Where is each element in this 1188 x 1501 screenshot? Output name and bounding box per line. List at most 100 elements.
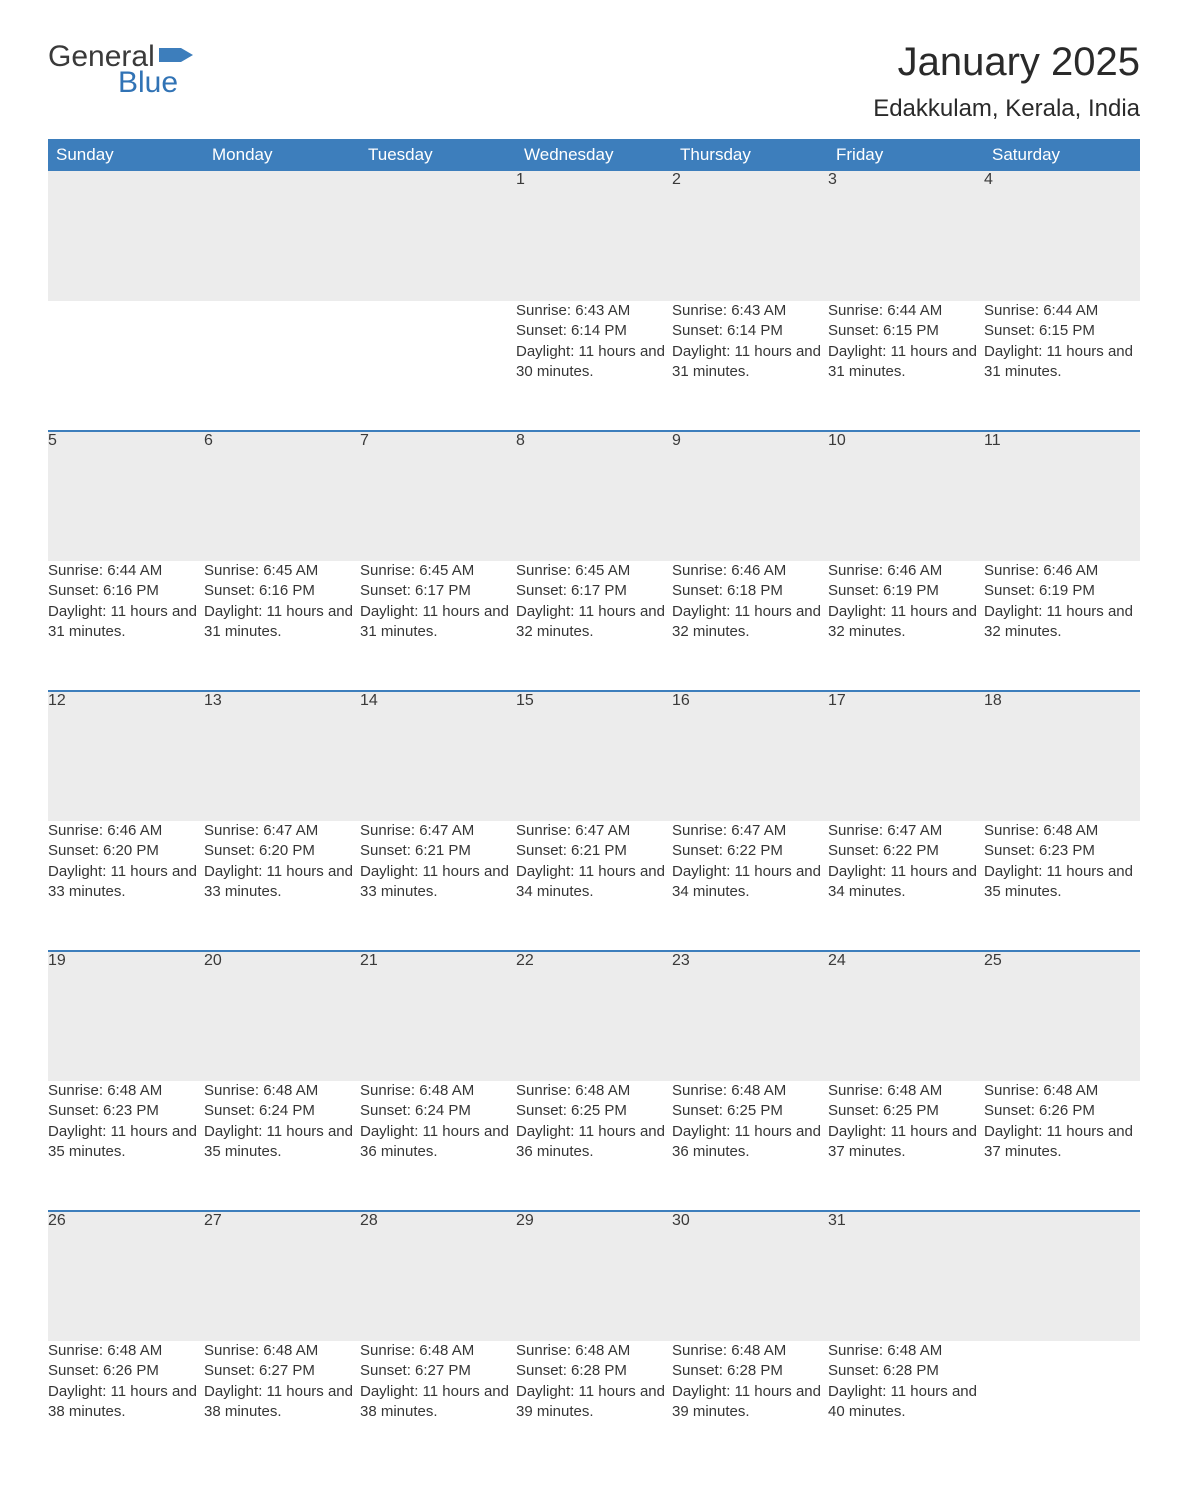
day-cell: Sunrise: 6:47 AMSunset: 6:22 PMDaylight:…: [672, 821, 828, 951]
daylight-line: Daylight: 11 hours and 38 minutes.: [204, 1382, 360, 1423]
sunrise-line: Sunrise: 6:46 AM: [48, 821, 204, 841]
empty-cell: [984, 1341, 1140, 1471]
day-number: 19: [48, 951, 204, 1081]
day-cell: Sunrise: 6:46 AMSunset: 6:19 PMDaylight:…: [828, 561, 984, 691]
sunset-line: Sunset: 6:28 PM: [672, 1361, 828, 1381]
day-cell: Sunrise: 6:47 AMSunset: 6:21 PMDaylight:…: [360, 821, 516, 951]
day-number: 28: [360, 1211, 516, 1341]
day-number: 17: [828, 691, 984, 821]
daylight-line: Daylight: 11 hours and 35 minutes.: [204, 1122, 360, 1163]
weekday-header-row: SundayMondayTuesdayWednesdayThursdayFrid…: [48, 139, 1140, 171]
sunrise-line: Sunrise: 6:48 AM: [204, 1081, 360, 1101]
sunrise-line: Sunrise: 6:47 AM: [516, 821, 672, 841]
day-cell: Sunrise: 6:48 AMSunset: 6:27 PMDaylight:…: [360, 1341, 516, 1471]
day-number: 20: [204, 951, 360, 1081]
day-cell: Sunrise: 6:44 AMSunset: 6:15 PMDaylight:…: [828, 301, 984, 431]
daylight-line: Daylight: 11 hours and 31 minutes.: [984, 342, 1140, 383]
day-number: 31: [828, 1211, 984, 1341]
empty-cell: [48, 301, 204, 431]
day-cell: Sunrise: 6:48 AMSunset: 6:23 PMDaylight:…: [984, 821, 1140, 951]
day-cell: Sunrise: 6:46 AMSunset: 6:19 PMDaylight:…: [984, 561, 1140, 691]
day-cell: Sunrise: 6:43 AMSunset: 6:14 PMDaylight:…: [672, 301, 828, 431]
sunrise-line: Sunrise: 6:48 AM: [672, 1341, 828, 1361]
sunrise-line: Sunrise: 6:44 AM: [984, 301, 1140, 321]
sunset-line: Sunset: 6:19 PM: [828, 581, 984, 601]
sunset-line: Sunset: 6:20 PM: [204, 841, 360, 861]
sunset-line: Sunset: 6:14 PM: [516, 321, 672, 341]
sunrise-line: Sunrise: 6:46 AM: [984, 561, 1140, 581]
daylight-line: Daylight: 11 hours and 32 minutes.: [984, 602, 1140, 643]
sunrise-line: Sunrise: 6:47 AM: [828, 821, 984, 841]
daylight-line: Daylight: 11 hours and 32 minutes.: [672, 602, 828, 643]
sunrise-line: Sunrise: 6:43 AM: [516, 301, 672, 321]
day-number: 12: [48, 691, 204, 821]
daylight-line: Daylight: 11 hours and 37 minutes.: [984, 1122, 1140, 1163]
day-number: 25: [984, 951, 1140, 1081]
day-cell: Sunrise: 6:47 AMSunset: 6:20 PMDaylight:…: [204, 821, 360, 951]
sunset-line: Sunset: 6:24 PM: [360, 1101, 516, 1121]
sunset-line: Sunset: 6:20 PM: [48, 841, 204, 861]
day-number: 7: [360, 431, 516, 561]
sunrise-line: Sunrise: 6:46 AM: [672, 561, 828, 581]
empty-cell: [984, 1211, 1140, 1341]
day-number: 3: [828, 171, 984, 301]
daylight-line: Daylight: 11 hours and 33 minutes.: [48, 862, 204, 903]
day-cell: Sunrise: 6:44 AMSunset: 6:15 PMDaylight:…: [984, 301, 1140, 431]
sunset-line: Sunset: 6:24 PM: [204, 1101, 360, 1121]
day-cell: Sunrise: 6:45 AMSunset: 6:17 PMDaylight:…: [360, 561, 516, 691]
daylight-line: Daylight: 11 hours and 31 minutes.: [828, 342, 984, 383]
day-number: 16: [672, 691, 828, 821]
daylight-line: Daylight: 11 hours and 35 minutes.: [48, 1122, 204, 1163]
sunrise-line: Sunrise: 6:48 AM: [984, 821, 1140, 841]
day-cell: Sunrise: 6:48 AMSunset: 6:28 PMDaylight:…: [672, 1341, 828, 1471]
day-number: 6: [204, 431, 360, 561]
day-number: 8: [516, 431, 672, 561]
day-cell: Sunrise: 6:48 AMSunset: 6:24 PMDaylight:…: [360, 1081, 516, 1211]
weekday-header: Tuesday: [360, 139, 516, 171]
daylight-line: Daylight: 11 hours and 34 minutes.: [516, 862, 672, 903]
sunrise-line: Sunrise: 6:48 AM: [360, 1081, 516, 1101]
sunset-line: Sunset: 6:25 PM: [672, 1101, 828, 1121]
day-number: 27: [204, 1211, 360, 1341]
daylight-line: Daylight: 11 hours and 30 minutes.: [516, 342, 672, 383]
sunrise-line: Sunrise: 6:48 AM: [204, 1341, 360, 1361]
sunset-line: Sunset: 6:23 PM: [984, 841, 1140, 861]
sunrise-line: Sunrise: 6:48 AM: [672, 1081, 828, 1101]
day-cell: Sunrise: 6:45 AMSunset: 6:17 PMDaylight:…: [516, 561, 672, 691]
sunrise-line: Sunrise: 6:43 AM: [672, 301, 828, 321]
daylight-line: Daylight: 11 hours and 39 minutes.: [516, 1382, 672, 1423]
daylight-line: Daylight: 11 hours and 38 minutes.: [360, 1382, 516, 1423]
sunset-line: Sunset: 6:21 PM: [360, 841, 516, 861]
day-cell: Sunrise: 6:45 AMSunset: 6:16 PMDaylight:…: [204, 561, 360, 691]
sunrise-line: Sunrise: 6:48 AM: [828, 1341, 984, 1361]
sunrise-line: Sunrise: 6:47 AM: [672, 821, 828, 841]
sunrise-line: Sunrise: 6:45 AM: [360, 561, 516, 581]
day-number: 30: [672, 1211, 828, 1341]
weekday-header: Wednesday: [516, 139, 672, 171]
day-cell: Sunrise: 6:48 AMSunset: 6:24 PMDaylight:…: [204, 1081, 360, 1211]
day-number: 21: [360, 951, 516, 1081]
sunset-line: Sunset: 6:18 PM: [672, 581, 828, 601]
calendar-table: SundayMondayTuesdayWednesdayThursdayFrid…: [48, 139, 1140, 1471]
sunset-line: Sunset: 6:28 PM: [828, 1361, 984, 1381]
daylight-line: Daylight: 11 hours and 36 minutes.: [360, 1122, 516, 1163]
daylight-line: Daylight: 11 hours and 32 minutes.: [516, 602, 672, 643]
day-number: 14: [360, 691, 516, 821]
empty-cell: [204, 171, 360, 301]
sunset-line: Sunset: 6:15 PM: [828, 321, 984, 341]
day-cell: Sunrise: 6:46 AMSunset: 6:18 PMDaylight:…: [672, 561, 828, 691]
sunrise-line: Sunrise: 6:48 AM: [48, 1341, 204, 1361]
weekday-header: Thursday: [672, 139, 828, 171]
sunrise-line: Sunrise: 6:48 AM: [828, 1081, 984, 1101]
sunrise-line: Sunrise: 6:47 AM: [360, 821, 516, 841]
sunrise-line: Sunrise: 6:44 AM: [828, 301, 984, 321]
day-cell: Sunrise: 6:47 AMSunset: 6:22 PMDaylight:…: [828, 821, 984, 951]
empty-cell: [360, 301, 516, 431]
daylight-line: Daylight: 11 hours and 34 minutes.: [828, 862, 984, 903]
day-cell: Sunrise: 6:44 AMSunset: 6:16 PMDaylight:…: [48, 561, 204, 691]
day-cell: Sunrise: 6:48 AMSunset: 6:26 PMDaylight:…: [48, 1341, 204, 1471]
day-number: 15: [516, 691, 672, 821]
sunset-line: Sunset: 6:14 PM: [672, 321, 828, 341]
day-cell: Sunrise: 6:48 AMSunset: 6:26 PMDaylight:…: [984, 1081, 1140, 1211]
day-number: 2: [672, 171, 828, 301]
